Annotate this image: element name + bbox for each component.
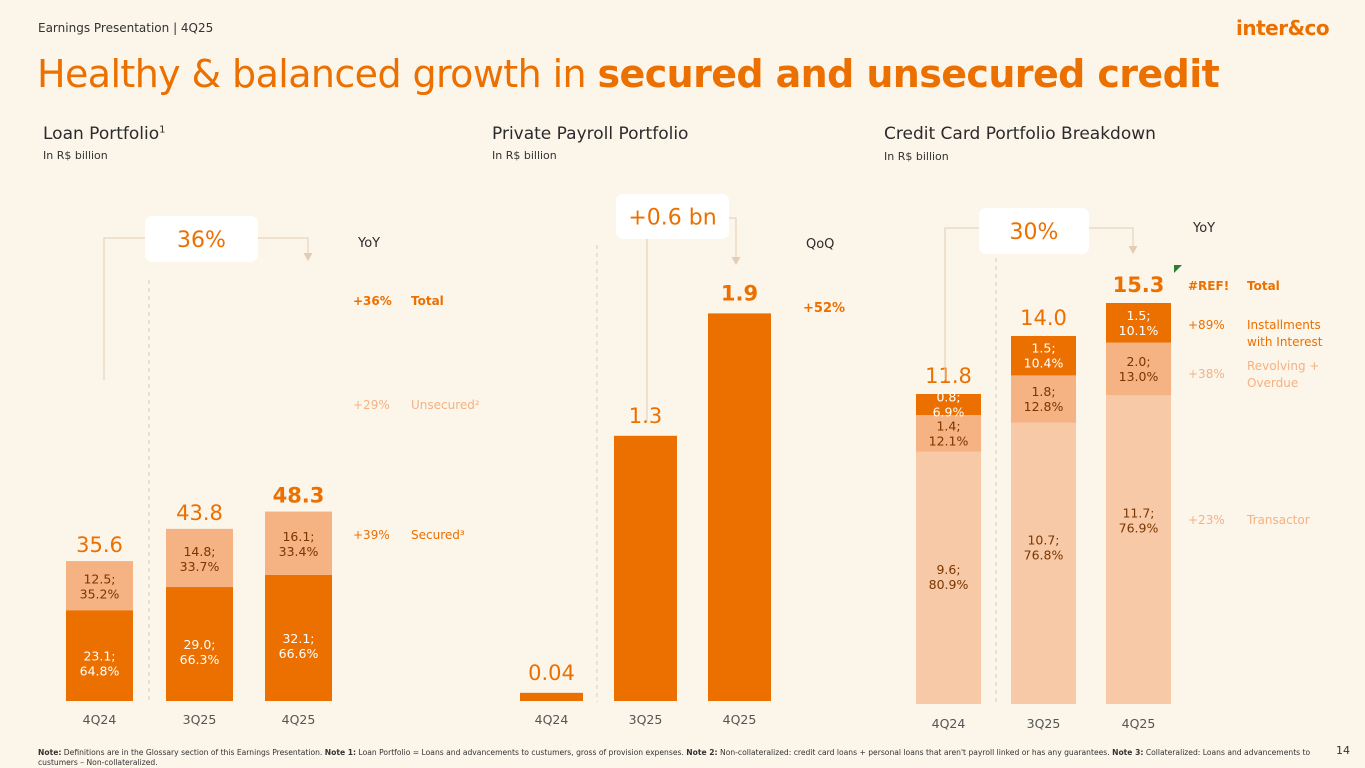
payroll-bar-4Q25 — [708, 313, 771, 701]
card-legend-change: +38% — [1188, 367, 1225, 381]
payroll-value-label: 0.04 — [528, 661, 575, 685]
payroll-growth-connector-arrowhead — [731, 257, 741, 265]
loan-growth-period: YoY — [357, 236, 380, 251]
card-total-label: 15.3 — [1113, 273, 1165, 297]
loan-portfolio-title: Loan Portfolio1 — [43, 124, 165, 144]
payroll-category-label: 3Q25 — [629, 712, 663, 727]
loan-segment-label: 16.1; 33.4% — [279, 529, 319, 559]
card-legend-label: Revolving + Overdue — [1247, 359, 1320, 390]
loan-total-label: 43.8 — [176, 501, 223, 525]
card-growth-callout-box — [979, 208, 1089, 254]
card-bar-segment-3Q25 — [1011, 375, 1076, 423]
card-growth-period: YoY — [1192, 221, 1215, 236]
loan-title-text: Loan Portfolio — [43, 124, 160, 144]
card-segment-label: 1.5; 10.1% — [1119, 308, 1159, 338]
footnote-text: Note: Definitions are in the Glossary se… — [38, 748, 1311, 767]
presentation-subtitle: Earnings Presentation | 4Q25 — [38, 21, 214, 35]
card-legend-change: +89% — [1188, 318, 1225, 332]
card-bar-segment-4Q25 — [1106, 342, 1171, 396]
payroll-category-label: 4Q25 — [723, 712, 757, 727]
loan-growth-connector-arrowhead — [303, 253, 313, 261]
card-segment-label: 1.4; 12.1% — [929, 418, 969, 448]
loan-segment-label: 14.8; 33.7% — [180, 544, 220, 574]
title-regular: Healthy & balanced growth in — [37, 52, 598, 96]
card-bar-segment-3Q25 — [1011, 422, 1076, 704]
page-number: 14 — [1336, 744, 1350, 757]
card-bar-segment-4Q25 — [1106, 303, 1171, 343]
card-bar-segment-4Q24 — [916, 451, 981, 704]
payroll-category-label: 4Q24 — [535, 712, 569, 727]
payroll-portfolio-unit: In R$ billion — [492, 149, 557, 162]
error-flag-icon — [1174, 265, 1182, 273]
loan-segment-label: 29.0; 66.3% — [180, 637, 220, 667]
payroll-value-label: 1.9 — [721, 281, 758, 305]
card-segment-label: 1.5; 10.4% — [1024, 341, 1064, 371]
inter-co-logo: inter&co — [1236, 16, 1330, 40]
payroll-bar-3Q25 — [614, 435, 677, 701]
loan-bar-secured-3Q25 — [166, 587, 233, 701]
loan-legend-change: +29% — [353, 398, 390, 412]
loan-bar-unsecured-4Q24 — [66, 561, 133, 611]
footnote: Note: Definitions are in the Glossary se… — [38, 748, 1328, 768]
card-total-label: 14.0 — [1020, 306, 1067, 330]
payroll-growth-callout-text: +0.6 bn — [628, 206, 716, 231]
card-bar-segment-3Q25 — [1011, 336, 1076, 376]
loan-segment-label: 32.1; 66.6% — [279, 631, 319, 661]
loan-legend-change: +36% — [353, 294, 392, 308]
card-total-label: 11.8 — [925, 364, 972, 388]
card-legend-label: Installments with Interest — [1247, 318, 1323, 349]
title-bold: secured and unsecured credit — [597, 52, 1220, 96]
card-legend-change: +23% — [1188, 513, 1225, 527]
card-segment-label: 0.8; 6.9% — [933, 390, 965, 420]
page-title: Healthy & balanced growth in secured and… — [37, 52, 1220, 96]
loan-segment-label: 23.1; 64.8% — [80, 649, 120, 679]
card-legend-change: #REF! — [1188, 279, 1229, 293]
card-bar-segment-4Q24 — [916, 394, 981, 416]
card-growth-connector-arrowhead — [1128, 246, 1138, 254]
card-legend-label: Transactor — [1246, 513, 1310, 527]
loan-portfolio-unit: In R$ billion — [43, 149, 108, 162]
card-segment-label: 11.7; 76.9% — [1119, 505, 1159, 535]
loan-bar-unsecured-3Q25 — [166, 528, 233, 588]
loan-bar-secured-4Q24 — [66, 610, 133, 701]
card-segment-label: 2.0; 13.0% — [1119, 354, 1159, 384]
payroll-growth-period: QoQ — [806, 237, 834, 252]
loan-growth-callout-box — [145, 216, 258, 262]
card-category-label: 4Q24 — [932, 716, 966, 731]
loan-legend-label: Secured³ — [411, 528, 465, 542]
loan-bar-unsecured-4Q25 — [265, 511, 332, 575]
loan-title-footnote-ref: 1 — [159, 124, 166, 136]
card-segment-label: 10.7; 76.8% — [1024, 533, 1064, 563]
card-portfolio-unit: In R$ billion — [884, 150, 949, 163]
loan-segment-label: 12.5; 35.2% — [80, 572, 120, 602]
card-segment-label: 1.8; 12.8% — [1024, 384, 1064, 414]
loan-category-label: 3Q25 — [183, 712, 217, 727]
card-growth-callout-text: 30% — [1010, 220, 1059, 245]
loan-category-label: 4Q25 — [282, 712, 316, 727]
payroll-growth-change: +52% — [803, 301, 845, 316]
payroll-portfolio-title: Private Payroll Portfolio — [492, 124, 689, 144]
payroll-value-label: 1.3 — [629, 404, 662, 428]
card-bar-segment-4Q25 — [1106, 395, 1171, 704]
payroll-growth-callout-box — [616, 194, 729, 239]
loan-legend-change: +39% — [353, 528, 390, 542]
loan-category-label: 4Q24 — [83, 712, 117, 727]
loan-bar-secured-4Q25 — [265, 574, 332, 701]
payroll-bar-4Q24 — [520, 692, 583, 701]
card-legend-label: Total — [1247, 279, 1280, 293]
card-bar-segment-4Q24 — [916, 415, 981, 452]
card-category-label: 3Q25 — [1027, 716, 1061, 731]
loan-total-label: 48.3 — [273, 484, 325, 508]
card-category-label: 4Q25 — [1122, 716, 1156, 731]
loan-total-label: 35.6 — [76, 533, 123, 557]
card-portfolio-title: Credit Card Portfolio Breakdown — [884, 124, 1156, 144]
card-segment-label: 9.6; 80.9% — [929, 562, 969, 592]
loan-legend-label: Total — [411, 294, 444, 308]
loan-legend-label: Unsecured² — [411, 398, 480, 412]
loan-growth-callout-text: 36% — [177, 228, 226, 253]
